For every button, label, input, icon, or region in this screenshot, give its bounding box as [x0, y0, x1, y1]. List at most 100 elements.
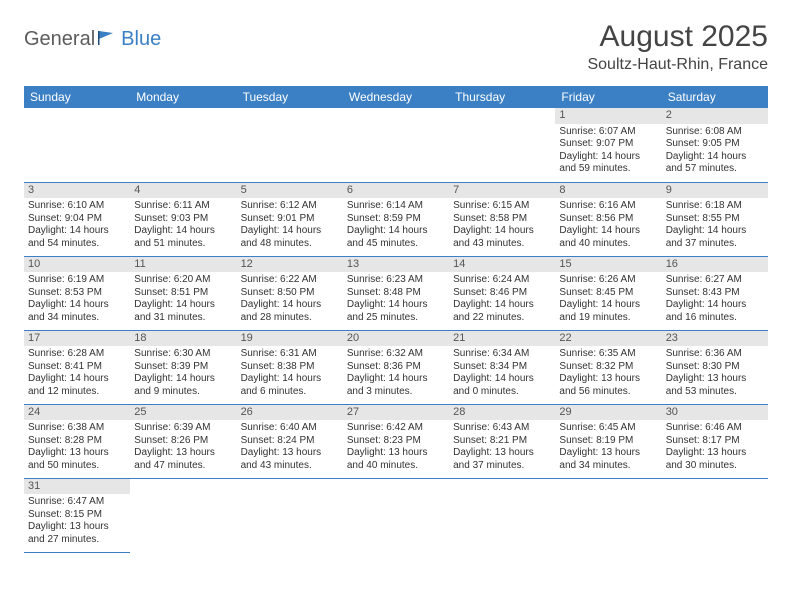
daylight-text: Daylight: 13 hours and 43 minutes.: [241, 447, 339, 472]
sunset-text: Sunset: 9:05 PM: [666, 138, 764, 151]
daylight-text: Daylight: 13 hours and 34 minutes.: [559, 447, 657, 472]
calendar-cell: [130, 108, 236, 182]
sunrise-text: Sunrise: 6:16 AM: [559, 200, 657, 213]
title-block: August 2025 Soultz-Haut-Rhin, France: [587, 20, 768, 74]
calendar-cell: 16Sunrise: 6:27 AMSunset: 8:43 PMDayligh…: [662, 256, 768, 330]
sunrise-text: Sunrise: 6:43 AM: [453, 422, 551, 435]
sunrise-text: Sunrise: 6:31 AM: [241, 348, 339, 361]
day-number: 13: [343, 257, 449, 273]
sunset-text: Sunset: 8:46 PM: [453, 287, 551, 300]
logo-text-blue: Blue: [121, 28, 161, 51]
sunset-text: Sunset: 8:56 PM: [559, 213, 657, 226]
weekday-header: Friday: [555, 86, 661, 108]
sunset-text: Sunset: 9:01 PM: [241, 213, 339, 226]
daylight-text: Daylight: 14 hours and 34 minutes.: [28, 299, 126, 324]
calendar-cell: 12Sunrise: 6:22 AMSunset: 8:50 PMDayligh…: [237, 256, 343, 330]
sunset-text: Sunset: 8:38 PM: [241, 361, 339, 374]
sunset-text: Sunset: 8:36 PM: [347, 361, 445, 374]
header: General Blue August 2025 Soultz-Haut-Rhi…: [24, 20, 768, 74]
calendar-row: 31Sunrise: 6:47 AMSunset: 8:15 PMDayligh…: [24, 478, 768, 552]
calendar-cell: 11Sunrise: 6:20 AMSunset: 8:51 PMDayligh…: [130, 256, 236, 330]
day-number: 3: [24, 183, 130, 199]
calendar-cell: [24, 108, 130, 182]
sunrise-text: Sunrise: 6:19 AM: [28, 274, 126, 287]
daylight-text: Daylight: 14 hours and 59 minutes.: [559, 151, 657, 176]
calendar-cell: 9Sunrise: 6:18 AMSunset: 8:55 PMDaylight…: [662, 182, 768, 256]
day-number: 21: [449, 331, 555, 347]
calendar-cell: [343, 478, 449, 552]
daylight-text: Daylight: 14 hours and 9 minutes.: [134, 373, 232, 398]
calendar-cell: [555, 478, 661, 552]
daylight-text: Daylight: 14 hours and 43 minutes.: [453, 225, 551, 250]
calendar-cell: 1Sunrise: 6:07 AMSunset: 9:07 PMDaylight…: [555, 108, 661, 182]
calendar-cell: 18Sunrise: 6:30 AMSunset: 8:39 PMDayligh…: [130, 330, 236, 404]
sunrise-text: Sunrise: 6:32 AM: [347, 348, 445, 361]
calendar-table: Sunday Monday Tuesday Wednesday Thursday…: [24, 86, 768, 553]
calendar-cell: 23Sunrise: 6:36 AMSunset: 8:30 PMDayligh…: [662, 330, 768, 404]
location: Soultz-Haut-Rhin, France: [587, 56, 768, 74]
sunrise-text: Sunrise: 6:42 AM: [347, 422, 445, 435]
calendar-cell: 3Sunrise: 6:10 AMSunset: 9:04 PMDaylight…: [24, 182, 130, 256]
sunset-text: Sunset: 8:58 PM: [453, 213, 551, 226]
sunrise-text: Sunrise: 6:07 AM: [559, 126, 657, 139]
weekday-header: Wednesday: [343, 86, 449, 108]
logo-text-general: General: [24, 28, 95, 51]
daylight-text: Daylight: 13 hours and 47 minutes.: [134, 447, 232, 472]
weekday-header: Thursday: [449, 86, 555, 108]
day-number: 14: [449, 257, 555, 273]
sunrise-text: Sunrise: 6:18 AM: [666, 200, 764, 213]
day-number: 15: [555, 257, 661, 273]
day-number: 20: [343, 331, 449, 347]
daylight-text: Daylight: 14 hours and 25 minutes.: [347, 299, 445, 324]
calendar-cell: [449, 478, 555, 552]
sunset-text: Sunset: 8:53 PM: [28, 287, 126, 300]
sunset-text: Sunset: 8:24 PM: [241, 435, 339, 448]
day-number: 11: [130, 257, 236, 273]
sunset-text: Sunset: 8:28 PM: [28, 435, 126, 448]
sunset-text: Sunset: 8:17 PM: [666, 435, 764, 448]
sunset-text: Sunset: 8:41 PM: [28, 361, 126, 374]
day-number: 4: [130, 183, 236, 199]
calendar-cell: 2Sunrise: 6:08 AMSunset: 9:05 PMDaylight…: [662, 108, 768, 182]
calendar-cell: 10Sunrise: 6:19 AMSunset: 8:53 PMDayligh…: [24, 256, 130, 330]
sunset-text: Sunset: 8:50 PM: [241, 287, 339, 300]
sunset-text: Sunset: 8:30 PM: [666, 361, 764, 374]
day-number: 9: [662, 183, 768, 199]
day-number: 28: [449, 405, 555, 421]
day-number: 26: [237, 405, 343, 421]
calendar-cell: 4Sunrise: 6:11 AMSunset: 9:03 PMDaylight…: [130, 182, 236, 256]
daylight-text: Daylight: 14 hours and 12 minutes.: [28, 373, 126, 398]
day-number: 1: [555, 108, 661, 124]
weekday-header-row: Sunday Monday Tuesday Wednesday Thursday…: [24, 86, 768, 108]
sunrise-text: Sunrise: 6:20 AM: [134, 274, 232, 287]
calendar-cell: 27Sunrise: 6:42 AMSunset: 8:23 PMDayligh…: [343, 404, 449, 478]
calendar-cell: 29Sunrise: 6:45 AMSunset: 8:19 PMDayligh…: [555, 404, 661, 478]
sunrise-text: Sunrise: 6:10 AM: [28, 200, 126, 213]
daylight-text: Daylight: 14 hours and 28 minutes.: [241, 299, 339, 324]
sunrise-text: Sunrise: 6:15 AM: [453, 200, 551, 213]
daylight-text: Daylight: 14 hours and 37 minutes.: [666, 225, 764, 250]
calendar-cell: 14Sunrise: 6:24 AMSunset: 8:46 PMDayligh…: [449, 256, 555, 330]
day-number: 25: [130, 405, 236, 421]
calendar-cell: 19Sunrise: 6:31 AMSunset: 8:38 PMDayligh…: [237, 330, 343, 404]
calendar-body: 1Sunrise: 6:07 AMSunset: 9:07 PMDaylight…: [24, 108, 768, 552]
sunset-text: Sunset: 8:19 PM: [559, 435, 657, 448]
sunrise-text: Sunrise: 6:08 AM: [666, 126, 764, 139]
calendar-cell: 31Sunrise: 6:47 AMSunset: 8:15 PMDayligh…: [24, 478, 130, 552]
sunrise-text: Sunrise: 6:22 AM: [241, 274, 339, 287]
sunrise-text: Sunrise: 6:35 AM: [559, 348, 657, 361]
sunrise-text: Sunrise: 6:23 AM: [347, 274, 445, 287]
day-number: 16: [662, 257, 768, 273]
day-number: 19: [237, 331, 343, 347]
daylight-text: Daylight: 14 hours and 57 minutes.: [666, 151, 764, 176]
calendar-cell: 25Sunrise: 6:39 AMSunset: 8:26 PMDayligh…: [130, 404, 236, 478]
daylight-text: Daylight: 14 hours and 51 minutes.: [134, 225, 232, 250]
sunset-text: Sunset: 8:55 PM: [666, 213, 764, 226]
sunset-text: Sunset: 8:32 PM: [559, 361, 657, 374]
sunrise-text: Sunrise: 6:45 AM: [559, 422, 657, 435]
day-number: 12: [237, 257, 343, 273]
day-number: 31: [24, 479, 130, 495]
day-number: 22: [555, 331, 661, 347]
daylight-text: Daylight: 13 hours and 30 minutes.: [666, 447, 764, 472]
day-number: 7: [449, 183, 555, 199]
